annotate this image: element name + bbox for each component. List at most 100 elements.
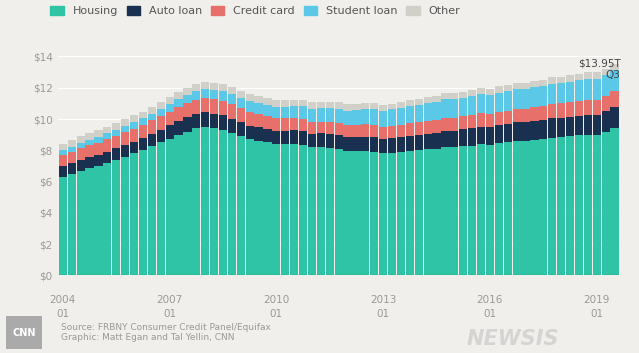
Bar <box>406 106 414 124</box>
Bar <box>308 133 316 147</box>
Bar <box>281 107 289 118</box>
Bar <box>335 108 343 122</box>
Bar <box>228 87 236 94</box>
Bar <box>254 114 263 127</box>
Bar <box>335 149 343 275</box>
Bar <box>521 122 530 141</box>
Bar <box>166 104 174 112</box>
Bar <box>317 102 325 108</box>
Bar <box>459 98 467 116</box>
Bar <box>548 104 557 118</box>
Bar <box>166 138 174 275</box>
Bar <box>317 121 325 133</box>
Bar <box>539 106 548 120</box>
Bar <box>388 126 396 138</box>
Bar <box>361 125 369 137</box>
Bar <box>504 110 512 124</box>
Bar <box>601 96 610 111</box>
Bar <box>121 119 129 126</box>
Bar <box>548 77 557 84</box>
Bar <box>290 100 298 106</box>
Bar <box>104 163 111 275</box>
Bar <box>86 133 94 140</box>
Bar <box>344 110 351 125</box>
Bar <box>433 120 441 133</box>
Bar <box>290 144 298 275</box>
Bar <box>326 122 334 134</box>
Bar <box>370 103 378 109</box>
Bar <box>477 113 485 126</box>
Bar <box>299 119 307 131</box>
Bar <box>379 111 387 127</box>
Bar <box>610 128 619 275</box>
Bar <box>504 124 512 143</box>
Bar <box>290 106 298 118</box>
Text: 01: 01 <box>483 309 497 319</box>
Bar <box>228 119 236 133</box>
Bar <box>495 125 503 143</box>
Bar <box>486 89 494 95</box>
Bar <box>317 133 325 147</box>
Bar <box>281 100 289 107</box>
Bar <box>344 104 351 110</box>
Bar <box>397 137 405 152</box>
Bar <box>477 94 485 113</box>
Bar <box>450 99 458 118</box>
Bar <box>192 128 201 275</box>
Bar <box>148 134 156 146</box>
Bar <box>219 101 227 115</box>
Bar <box>326 102 334 108</box>
Bar <box>344 125 351 137</box>
Bar <box>424 97 432 103</box>
Bar <box>219 84 227 91</box>
Bar <box>183 95 192 103</box>
Bar <box>68 152 76 163</box>
Bar <box>201 112 210 127</box>
Bar <box>424 134 432 150</box>
Bar <box>468 145 476 275</box>
Bar <box>361 109 369 125</box>
Bar <box>59 150 67 155</box>
Bar <box>95 137 102 143</box>
Bar <box>388 103 396 109</box>
Bar <box>174 121 183 134</box>
Bar <box>139 150 147 275</box>
Bar <box>601 132 610 275</box>
Bar <box>468 96 476 115</box>
Bar <box>601 111 610 132</box>
Bar <box>272 118 281 131</box>
Bar <box>504 91 512 110</box>
Bar <box>104 139 111 151</box>
Bar <box>521 141 530 275</box>
Bar <box>486 145 494 275</box>
Bar <box>583 134 592 275</box>
Bar <box>317 147 325 275</box>
Bar <box>442 147 449 275</box>
Bar <box>397 152 405 275</box>
Bar <box>548 84 557 104</box>
Bar <box>254 127 263 141</box>
Bar <box>477 88 485 94</box>
Bar <box>575 74 583 80</box>
Bar <box>68 163 76 174</box>
Bar <box>450 118 458 131</box>
Bar <box>219 130 227 275</box>
Text: Source: FRBNY Consumer Credit Panel/Equifax
Graphic: Matt Egan and Tal Yellin, C: Source: FRBNY Consumer Credit Panel/Equi… <box>61 323 270 342</box>
Bar <box>370 109 378 125</box>
Bar <box>272 107 281 118</box>
Bar <box>317 108 325 121</box>
Bar <box>210 90 218 99</box>
Bar <box>254 141 263 275</box>
Bar <box>192 100 201 114</box>
Bar <box>308 109 316 121</box>
Bar <box>468 128 476 145</box>
Text: 01: 01 <box>376 309 390 319</box>
Bar <box>583 72 592 79</box>
Bar <box>344 151 351 275</box>
Bar <box>530 81 539 88</box>
Bar <box>308 147 316 275</box>
Text: 2013: 2013 <box>370 295 396 305</box>
Bar <box>174 99 183 107</box>
Bar <box>530 88 539 107</box>
Bar <box>592 100 601 115</box>
